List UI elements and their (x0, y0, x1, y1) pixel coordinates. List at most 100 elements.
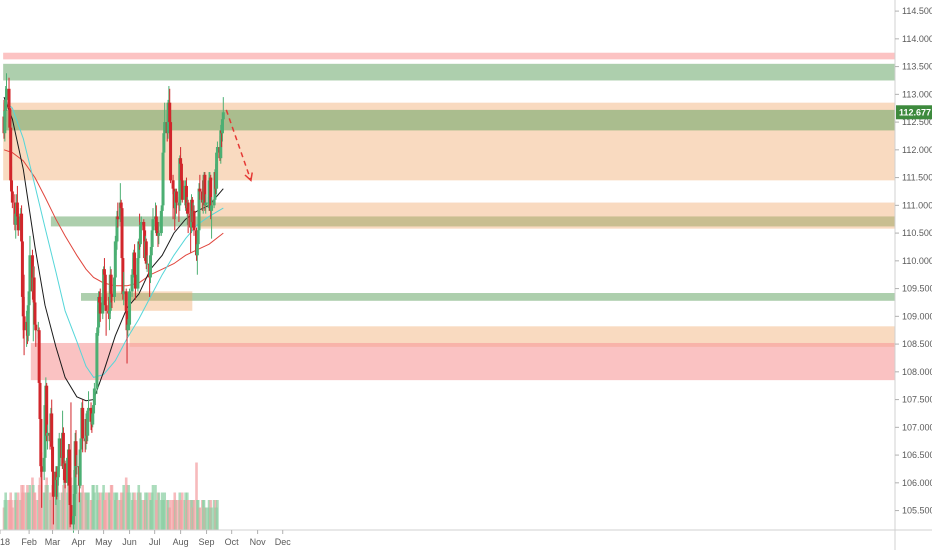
volume-bar (180, 492, 184, 530)
candle-body (78, 449, 82, 486)
candle-body (20, 213, 24, 242)
candle-body (20, 241, 24, 297)
candle-body (74, 441, 78, 467)
candle-body (57, 438, 61, 467)
volume-bar (34, 500, 38, 530)
candle-body (92, 388, 96, 406)
volume-bar (163, 492, 167, 530)
x-tick-label: Jul (149, 537, 161, 547)
candle-body (133, 252, 137, 275)
volume-bar (57, 500, 61, 530)
y-tick-label: 112.000 (902, 145, 932, 155)
candle-body (215, 152, 219, 189)
candle-body (215, 147, 219, 153)
candle-body (136, 258, 140, 289)
candle-body (168, 102, 172, 123)
candle-body (103, 274, 107, 306)
volume-bar (28, 485, 32, 530)
candle-body (204, 202, 208, 206)
candles-layer (2, 73, 225, 533)
candle-body (128, 291, 132, 325)
candle-body (3, 110, 7, 134)
volume-bar (195, 462, 198, 530)
candle-body (144, 241, 148, 264)
candle-body (56, 477, 60, 481)
candle-body (40, 466, 44, 472)
candle-body (154, 216, 158, 231)
candle-body (166, 102, 170, 134)
candle-body (126, 324, 130, 331)
candle-body (28, 255, 32, 292)
last-price-label: 112.677 (899, 107, 931, 117)
y-tick-label: 111.000 (902, 200, 932, 210)
candle-body (102, 269, 106, 297)
candle-body (45, 385, 49, 436)
candle-body (118, 202, 122, 220)
candle-body (200, 191, 204, 203)
candle-body (51, 471, 55, 497)
x-tick-label: May (95, 537, 113, 547)
x-tick-label: Mar (45, 537, 61, 547)
candle-body (91, 413, 95, 425)
candle-body (61, 432, 65, 469)
candle-body (145, 263, 149, 265)
candle-body (67, 449, 71, 486)
y-tick-label: 109.500 (902, 284, 932, 294)
volume-bar (198, 507, 202, 530)
candle-body (125, 310, 129, 331)
candle-body (39, 419, 43, 467)
candle-body (114, 241, 118, 243)
candle-body (172, 188, 176, 195)
x-tick-label: Jun (122, 537, 137, 547)
candle-body (150, 230, 154, 247)
candle-body (124, 291, 128, 311)
candle-body (32, 277, 36, 303)
candle-body (122, 291, 126, 295)
volume-bar (192, 500, 196, 530)
volume-bar (157, 492, 161, 530)
candle-body (192, 210, 196, 231)
candle-body (157, 233, 161, 236)
candle-body (27, 291, 31, 306)
candle-body (69, 505, 73, 525)
volume-bars-layer (2, 462, 219, 530)
candle-body (137, 241, 141, 259)
y-tick-label: 111.500 (902, 173, 932, 183)
candle-body (179, 163, 183, 181)
volume-bar (16, 492, 20, 530)
zone-pink-0 (3, 52, 895, 60)
candle-body (63, 463, 67, 483)
candle-body (162, 133, 166, 153)
candle-body (96, 327, 100, 333)
candle-body (212, 199, 216, 206)
candle-body (97, 296, 101, 328)
candle-body (109, 274, 113, 295)
candle-body (183, 185, 187, 200)
volume-bar (104, 492, 108, 530)
volume-bar (186, 500, 190, 530)
x-tick-label: Sep (199, 537, 215, 547)
candle-body (10, 191, 14, 203)
candle-body (221, 112, 225, 120)
candle-body (89, 407, 93, 422)
candle-body (30, 255, 34, 292)
candle-body (131, 269, 135, 275)
candle-body (180, 180, 184, 200)
volume-bar (22, 492, 26, 530)
candle-body (163, 122, 167, 134)
y-tick-label: 110.000 (902, 256, 932, 266)
x-tick-label: Dec (275, 537, 292, 547)
zone-green-3 (3, 109, 895, 131)
candle-body (102, 269, 106, 275)
candle-body (97, 296, 101, 303)
candle-body (179, 158, 183, 164)
volume-bar (145, 492, 149, 530)
candle-body (120, 208, 124, 259)
candle-body (55, 471, 59, 481)
candle-body (186, 202, 190, 214)
zone-orange-8 (129, 326, 896, 347)
candle-body (133, 274, 137, 289)
volume-bar (216, 500, 219, 530)
volume-bar (93, 492, 96, 530)
